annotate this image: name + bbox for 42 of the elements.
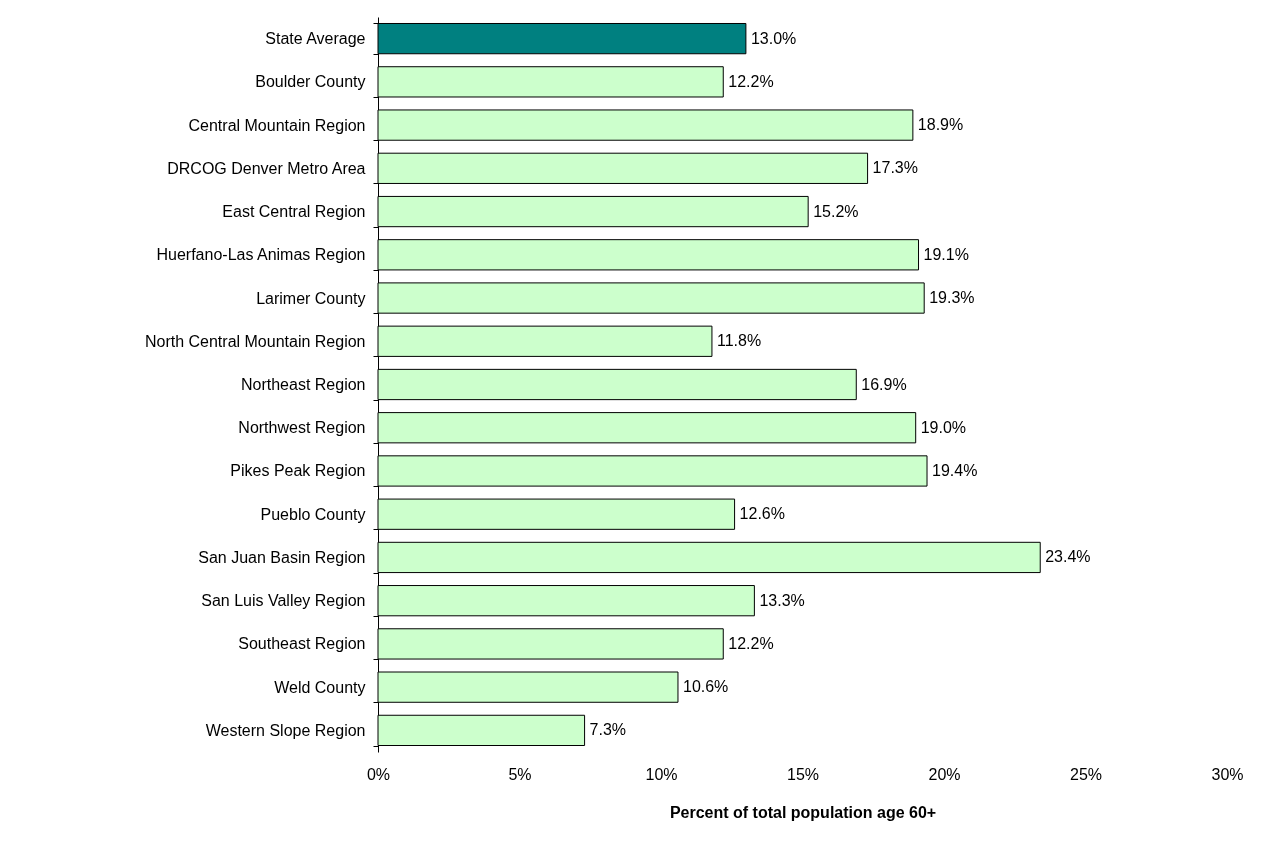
data-label: 17.3%: [872, 159, 918, 177]
y-tick-label: Huerfano-Las Animas Region: [156, 246, 366, 264]
data-label: 19.3%: [929, 289, 975, 307]
y-tick-label: Weld County: [274, 678, 366, 696]
y-tick-label: Northeast Region: [240, 376, 366, 393]
y-tick-label: San Juan Basin Region: [198, 548, 366, 566]
y-tick-label: East Central Region: [222, 203, 366, 221]
x-tick-label: 15%: [786, 765, 820, 783]
y-tick-label: Northwest Region: [238, 419, 366, 437]
data-label: 19.1%: [923, 245, 969, 263]
y-tick-label: Pikes Peak Region: [230, 462, 366, 480]
y-tick-label: North Central Mountain Region: [144, 332, 366, 350]
y-tick-label: Larimer County: [256, 289, 366, 307]
data-label: 10.6%: [682, 678, 729, 696]
data-label: 23.4%: [1045, 548, 1091, 566]
data-label: 13.0%: [750, 29, 797, 47]
x-tick-label: 25%: [1069, 765, 1103, 783]
data-label: 11.8%: [716, 332, 762, 350]
data-label: 15.2%: [813, 202, 859, 220]
y-tick-label: Southeast Region: [238, 635, 366, 653]
data-label: 7.3%: [589, 721, 627, 739]
x-tick-label: 10%: [645, 765, 678, 783]
data-label: 16.9%: [861, 375, 907, 393]
y-tick-label: Boulder County: [255, 73, 366, 91]
x-tick-label: 0%: [366, 765, 391, 783]
x-axis-title: Percent of total population age 60+: [669, 803, 937, 821]
data-label: 12.2%: [728, 634, 774, 652]
y-tick-label: State Average: [265, 30, 366, 48]
y-tick-label: Central Mountain Region: [188, 116, 366, 134]
x-tick-label: 30%: [1211, 765, 1244, 783]
x-tick-label: 5%: [508, 765, 532, 783]
data-label: 12.2%: [728, 72, 774, 90]
data-label: 12.6%: [739, 505, 785, 523]
data-label: 19.4%: [932, 461, 978, 479]
data-label: 18.9%: [917, 116, 964, 134]
data-label: 13.3%: [759, 591, 805, 609]
y-tick-label: Pueblo County: [260, 505, 366, 523]
data-label: 19.0%: [920, 418, 967, 436]
y-tick-label: San Luis Valley Region: [201, 592, 366, 610]
y-tick-label: Western Slope Region: [205, 721, 366, 739]
y-tick-label: DRCOG Denver Metro Area: [167, 159, 366, 177]
x-tick-label: 20%: [928, 765, 961, 783]
